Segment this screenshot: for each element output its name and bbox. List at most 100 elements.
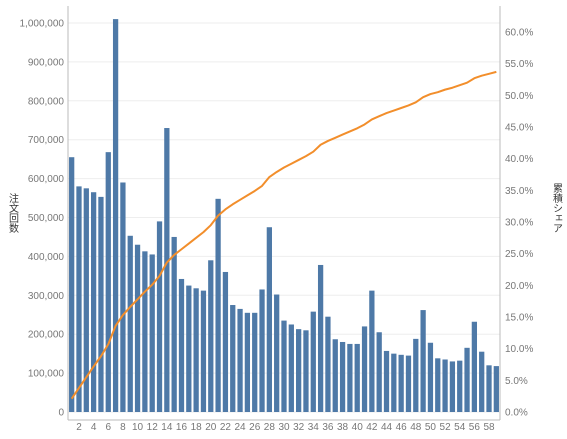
x-tick-label: 10	[132, 422, 144, 433]
bar-16	[178, 278, 185, 412]
bar-40	[354, 343, 360, 412]
right-tick-label: 40.0%	[505, 154, 533, 165]
right-tick-label: 5.0%	[505, 376, 528, 387]
line-series	[70, 70, 497, 400]
right-tick-label: 20.0%	[505, 281, 533, 292]
axes	[67, 6, 501, 421]
bar-8	[120, 182, 126, 412]
left-tick-label: 1,000,000	[20, 19, 65, 30]
bar-32	[296, 329, 302, 412]
bar-37	[332, 339, 338, 412]
bar-15	[171, 236, 177, 412]
x-tick-label: 8	[120, 422, 126, 433]
left-tick-label: 0	[58, 408, 64, 419]
x-tick-label: 50	[425, 422, 437, 433]
right-tick-label: 10.0%	[505, 344, 533, 355]
bar-59	[493, 366, 499, 412]
bar-7	[112, 19, 119, 413]
bar-39	[347, 343, 353, 412]
x-tick-label: 56	[469, 422, 481, 433]
bar-38	[339, 341, 346, 412]
bar-9	[127, 235, 133, 412]
bar-6	[105, 152, 111, 412]
bar-20	[208, 260, 214, 412]
bar-57	[479, 351, 485, 412]
x-tick-label: 12	[147, 422, 159, 433]
x-tick-label: 58	[483, 422, 495, 433]
bar-21	[215, 198, 221, 412]
cumulative-share-line	[70, 70, 497, 400]
right-tick-label: 35.0%	[505, 186, 533, 197]
bar-34	[310, 311, 316, 412]
left-tick-label: 900,000	[28, 57, 65, 68]
left-tick-label: 500,000	[28, 213, 65, 224]
bar-27	[259, 289, 265, 412]
bar-24	[237, 308, 243, 412]
bar-5	[98, 196, 104, 412]
bar-26	[252, 312, 258, 412]
x-tick-label: 18	[191, 422, 203, 433]
bar-44	[383, 350, 390, 412]
x-tick-label: 30	[278, 422, 290, 433]
left-tick-label: 700,000	[28, 135, 65, 146]
x-tick-label: 38	[337, 422, 349, 433]
left-tick-label: 100,000	[28, 369, 65, 380]
right-tick-label: 60.0%	[505, 28, 533, 39]
bar-19	[200, 290, 207, 412]
right-tick-label: 25.0%	[505, 249, 533, 260]
bar-46	[398, 354, 404, 412]
bar-1	[69, 157, 75, 412]
x-tick-label: 36	[322, 422, 334, 433]
bar-3	[83, 188, 89, 412]
bar-41	[361, 326, 368, 412]
x-axis-ticks: 2 4 6 8 10 12 14 16 18 20 22 24 26 28 30 32 34 36 38 40 42 44…	[76, 422, 495, 433]
x-tick-label: 54	[454, 422, 466, 433]
right-axis-ticks: 0.0% 5.0% 10.0% 15.0% 20.0% 25.0% 30.0% 35.0% 40…	[505, 28, 533, 419]
x-tick-label: 26	[249, 422, 261, 433]
right-tick-label: 50.0%	[505, 91, 533, 102]
bar-31	[288, 324, 294, 412]
left-tick-label: 600,000	[28, 174, 65, 185]
x-tick-label: 34	[308, 422, 320, 433]
x-tick-label: 22	[220, 422, 232, 433]
left-tick-label: 300,000	[28, 291, 65, 302]
bar-22	[222, 271, 229, 412]
x-tick-label: 24	[235, 422, 247, 433]
x-tick-label: 6	[105, 422, 111, 433]
x-tick-label: 28	[264, 422, 276, 433]
bar-54	[457, 360, 463, 412]
x-tick-label: 20	[205, 422, 217, 433]
left-tick-label: 200,000	[28, 330, 65, 341]
x-tick-label: 42	[366, 422, 378, 433]
right-tick-label: 45.0%	[505, 123, 533, 134]
bar-51	[435, 358, 441, 412]
left-tick-label: 400,000	[28, 252, 65, 263]
bar-28	[266, 227, 272, 412]
bar-58	[486, 365, 492, 412]
bar-36	[325, 316, 331, 412]
bar-4	[90, 192, 97, 412]
bar-10	[134, 244, 141, 412]
bar-12	[149, 254, 155, 412]
bar-2	[76, 186, 82, 412]
bar-series	[69, 19, 499, 413]
bar-47	[405, 355, 412, 412]
x-tick-label: 2	[76, 422, 82, 433]
bar-17	[186, 285, 192, 412]
bar-25	[244, 312, 251, 412]
x-tick-label: 16	[176, 422, 188, 433]
x-tick-label: 52	[440, 422, 452, 433]
bar-23	[230, 305, 236, 412]
bar-50	[427, 342, 434, 412]
right-axis-title: 累積シェア	[551, 183, 563, 233]
right-tick-label: 30.0%	[505, 218, 533, 229]
x-tick-label: 44	[381, 422, 393, 433]
right-tick-label: 15.0%	[505, 313, 533, 324]
x-tick-label: 46	[396, 422, 408, 433]
x-tick-label: 4	[91, 422, 97, 433]
bar-29	[274, 294, 280, 412]
left-axis-title: 注文回数	[7, 192, 19, 234]
bar-45	[391, 353, 397, 412]
bar-14	[164, 128, 170, 412]
